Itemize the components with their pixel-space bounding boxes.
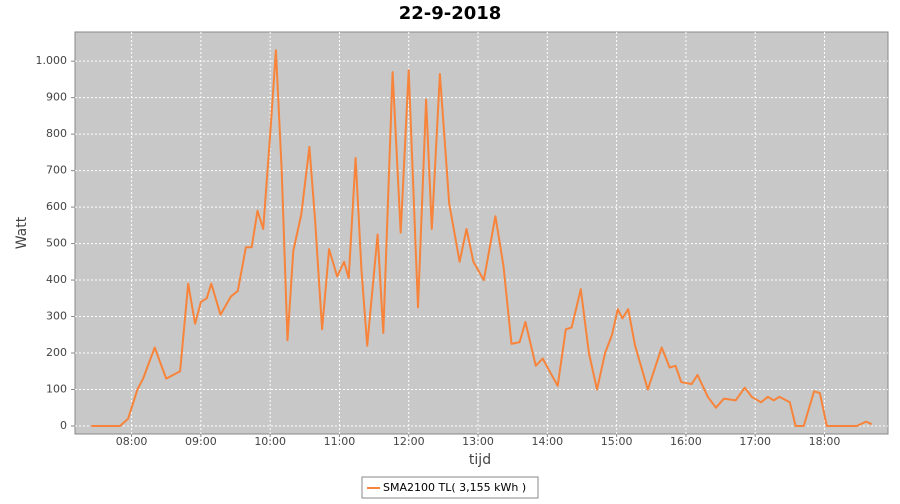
x-tick-label: 17:00 [739,435,771,448]
y-tick-label: 800 [46,127,67,140]
y-tick-label: 400 [46,273,67,286]
x-tick-label: 14:00 [531,435,563,448]
x-tick-label: 10:00 [254,435,286,448]
x-tick-label: 15:00 [601,435,633,448]
x-tick-label: 12:00 [393,435,425,448]
y-tick-label: 900 [46,91,67,104]
x-tick-label: 11:00 [324,435,356,448]
x-tick-label: 09:00 [185,435,217,448]
y-tick-label: 1.000 [36,54,68,67]
y-axis-label: Watt [14,216,30,249]
y-tick-label: 0 [60,419,67,432]
x-tick-label: 13:00 [462,435,494,448]
x-axis-label: tijd [469,452,491,468]
chart-title: 22-9-2018 [399,3,502,24]
y-tick-label: 700 [46,164,67,177]
series-line [91,49,873,427]
y-tick-label: 600 [46,200,67,213]
x-tick-label: 18:00 [809,435,841,448]
legend-label: SMA2100 TL( 3,155 kWh ) [383,481,526,494]
x-tick-label: 16:00 [670,435,702,448]
plot-area [74,31,889,435]
x-tick-label: 08:00 [116,435,148,448]
y-tick-label: 300 [46,310,67,323]
legend [361,476,539,499]
y-tick-label: 200 [46,346,67,359]
y-tick-label: 500 [46,237,67,250]
y-tick-label: 100 [46,382,67,395]
